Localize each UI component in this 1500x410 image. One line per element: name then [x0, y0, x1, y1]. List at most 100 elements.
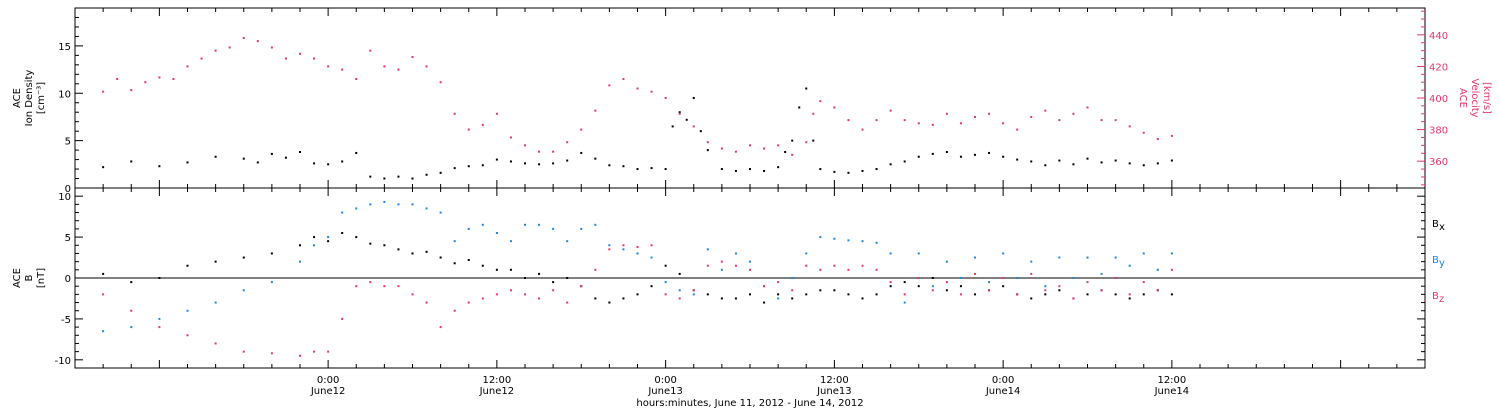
velocity-point — [1156, 138, 1159, 141]
bz-point — [1002, 277, 1005, 279]
by-point — [327, 236, 330, 239]
bx-point — [411, 252, 414, 255]
bz-point — [186, 334, 189, 337]
ion-density-point — [847, 171, 850, 174]
velocity-point — [1114, 119, 1117, 122]
bottom-y-axis-title: [nT] — [36, 268, 47, 288]
bz-point — [481, 297, 484, 300]
bz-point — [847, 268, 850, 271]
velocity-point — [538, 150, 541, 153]
bz-point — [495, 293, 498, 296]
velocity-point — [833, 106, 836, 109]
ion-density-point — [327, 163, 330, 166]
top-right-y-axis-title: [km/s] — [1481, 82, 1492, 114]
by-point — [974, 256, 976, 259]
velocity-point — [369, 49, 372, 52]
ion-density-point — [1142, 164, 1145, 167]
ion-density-point — [369, 175, 372, 178]
velocity-point — [706, 141, 709, 144]
bz-point — [931, 289, 934, 292]
by-point — [538, 223, 541, 226]
velocity-point — [988, 112, 991, 115]
ion-density-point — [242, 157, 245, 160]
bx-point — [1030, 297, 1033, 300]
velocity-point — [214, 49, 217, 52]
ion-density-point — [664, 168, 667, 171]
velocity-point — [692, 125, 695, 128]
velocity-point — [158, 76, 161, 79]
bz-point — [453, 309, 456, 312]
bx-point — [819, 289, 822, 292]
velocity-point — [425, 65, 428, 68]
bz-point — [988, 289, 991, 292]
ion-density-point — [1156, 162, 1159, 165]
by-point — [1002, 252, 1005, 255]
by-point — [158, 317, 161, 320]
bz-point — [552, 289, 555, 292]
ion-density-point — [692, 97, 695, 99]
x-tick-time-label: 0:00 — [992, 375, 1014, 386]
ion-density-point — [524, 162, 526, 165]
ion-density-point — [931, 152, 934, 155]
bz-point — [1058, 285, 1061, 288]
ion-density-point — [341, 160, 344, 163]
ion-density-point — [636, 168, 639, 171]
ion-density-point — [875, 168, 878, 171]
by-point — [720, 268, 723, 271]
by-point — [1100, 272, 1103, 275]
bx-point — [706, 293, 709, 296]
bz-point — [158, 326, 161, 329]
velocity-point — [1086, 106, 1089, 109]
bz-point — [425, 301, 428, 304]
bx-point — [1170, 293, 1173, 296]
velocity-point — [861, 128, 864, 131]
ion-density-point — [566, 159, 569, 162]
by-point — [580, 227, 583, 230]
top-left-y-tick-label: 5 — [65, 137, 71, 148]
bx-point — [313, 236, 316, 239]
ion-density-point — [102, 166, 105, 169]
by-point — [495, 232, 498, 234]
bottom-y-tick-label: 10 — [58, 192, 71, 203]
bx-point — [763, 301, 766, 304]
velocity-point — [1128, 125, 1131, 128]
bx-point — [664, 264, 667, 267]
bz-point — [650, 244, 653, 247]
ion-density-point — [608, 164, 611, 167]
bz-point — [1128, 293, 1131, 296]
bz-point — [791, 289, 794, 292]
bx-point — [622, 297, 625, 300]
by-point — [425, 207, 428, 210]
velocity-point — [847, 119, 850, 122]
velocity-point — [200, 57, 203, 60]
x-tick-date-label: June12 — [310, 386, 346, 397]
bx-point — [566, 277, 569, 279]
ion-density-point — [685, 118, 688, 121]
top-panel-frame — [74, 7, 1426, 189]
velocity-point — [1072, 112, 1075, 115]
ion-density-point — [1030, 160, 1033, 163]
ion-density-point — [812, 139, 815, 142]
bz-point — [861, 264, 864, 267]
by-point — [903, 301, 906, 304]
ion-density-point — [270, 152, 273, 155]
velocity-point — [974, 115, 976, 118]
bz-point — [242, 350, 245, 353]
bx-point — [186, 264, 189, 267]
velocity-point — [945, 112, 948, 115]
bx-point — [158, 277, 161, 279]
by-point — [242, 289, 245, 292]
by-point — [1016, 277, 1019, 279]
by-point — [805, 252, 808, 255]
velocity-point — [467, 128, 470, 131]
velocity-point — [608, 84, 611, 87]
velocity-point — [805, 141, 808, 144]
velocity-point — [664, 97, 667, 99]
ion-density-point — [425, 173, 428, 176]
bx-point — [931, 277, 934, 279]
bx-point — [242, 256, 245, 259]
ion-density-point — [186, 161, 189, 164]
ion-density-point — [784, 151, 787, 153]
bottom-y-tick-label: 0 — [65, 274, 71, 285]
by-point — [299, 260, 301, 263]
